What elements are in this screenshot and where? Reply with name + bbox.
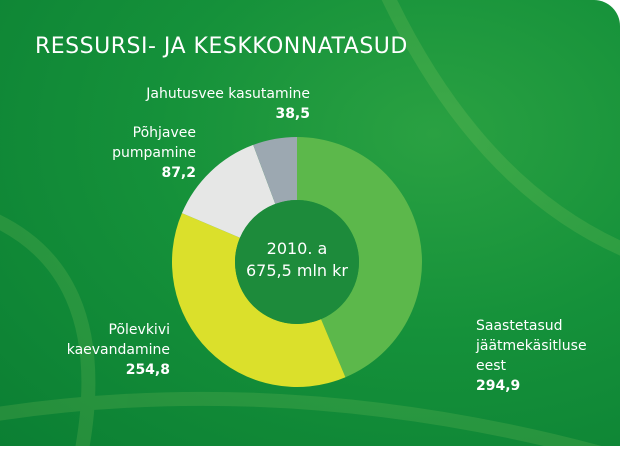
panel: RESSURSI- JA KESKKONNATASUD 2010. a 675,… <box>0 0 620 446</box>
donut-hole <box>235 200 359 324</box>
category-label: Põhjavee pumpamine <box>112 125 196 161</box>
chart-title: RESSURSI- JA KESKKONNATASUD <box>35 34 408 59</box>
slice-label: Põlevkivi kaevandamine 254,8 <box>20 320 170 380</box>
category-label: Saastetasud jäätmekäsitluse eest <box>476 318 587 374</box>
slice <box>181 144 276 238</box>
slice <box>171 213 346 388</box>
slice <box>253 137 297 204</box>
category-label: Jahutusvee kasutamine <box>146 86 310 102</box>
slice-label: Saastetasud jäätmekäsitluse eest 294,9 <box>476 316 596 396</box>
decor <box>0 0 620 446</box>
chart <box>0 0 620 446</box>
value-label: 254,8 <box>125 362 170 378</box>
slice-label: Jahutusvee kasutamine 38,5 <box>80 84 310 124</box>
value-label: 87,2 <box>161 165 196 181</box>
center-line: 675,5 mln kr <box>246 261 348 280</box>
value-label: 294,9 <box>476 378 521 394</box>
category-label: Põlevkivi kaevandamine <box>66 322 170 358</box>
slice-label: Põhjavee pumpamine 87,2 <box>70 123 196 183</box>
value-label: 38,5 <box>275 106 310 122</box>
slice <box>297 137 423 378</box>
center-line: 2010. a <box>266 239 328 258</box>
center-label: 2010. a 675,5 mln kr <box>237 238 357 282</box>
